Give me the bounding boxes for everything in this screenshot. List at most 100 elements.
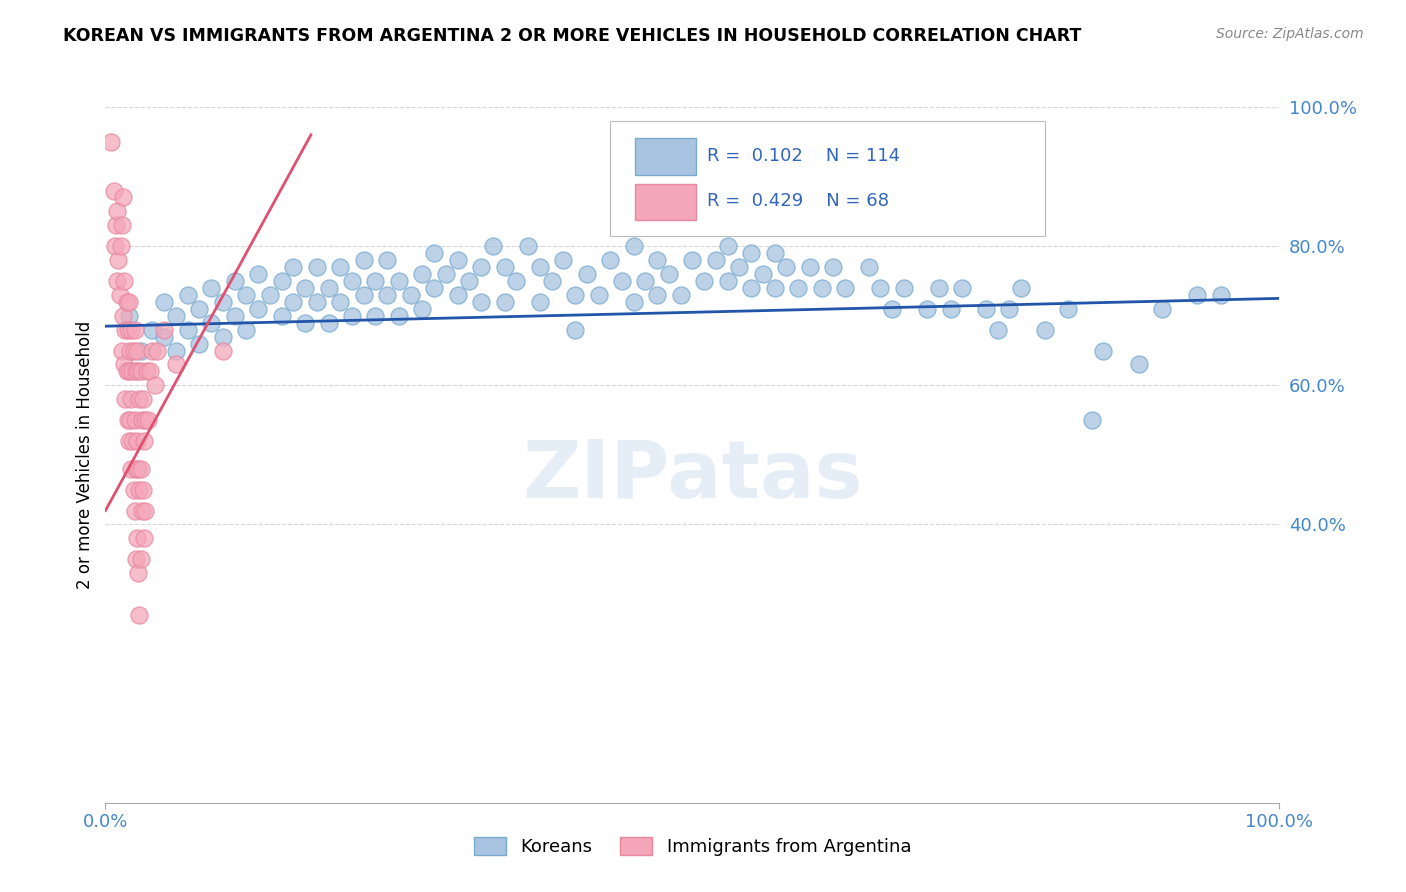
Point xyxy=(294,281,316,295)
Point xyxy=(128,392,150,407)
Point xyxy=(127,566,149,581)
Point xyxy=(118,364,141,378)
Point xyxy=(1010,281,1032,295)
Point xyxy=(880,301,903,316)
Point xyxy=(375,253,398,268)
Point xyxy=(118,434,141,448)
Point xyxy=(105,204,128,219)
Point xyxy=(188,336,211,351)
Point xyxy=(717,274,740,288)
Point xyxy=(211,294,233,309)
Point xyxy=(120,323,142,337)
Point xyxy=(353,253,375,268)
Point xyxy=(112,274,135,288)
Point xyxy=(388,274,411,288)
Point xyxy=(141,343,163,358)
Point xyxy=(153,323,176,337)
Point xyxy=(283,294,305,309)
Point xyxy=(143,378,166,392)
Point xyxy=(235,323,257,337)
Point xyxy=(134,532,156,546)
Point xyxy=(188,301,211,316)
Point xyxy=(987,323,1010,337)
Point xyxy=(136,413,159,427)
Point xyxy=(115,364,138,378)
Point xyxy=(125,462,148,476)
Point xyxy=(787,281,810,295)
Point xyxy=(176,323,198,337)
Point xyxy=(682,253,704,268)
Point xyxy=(364,274,387,288)
Point xyxy=(128,607,150,622)
FancyBboxPatch shape xyxy=(636,138,696,175)
Point xyxy=(610,274,633,288)
Point xyxy=(128,483,150,497)
Point xyxy=(105,219,128,233)
Point xyxy=(165,343,187,358)
Y-axis label: 2 or more Vehicles in Household: 2 or more Vehicles in Household xyxy=(76,321,94,589)
Point xyxy=(129,343,152,358)
Point xyxy=(799,260,821,274)
Point xyxy=(858,260,880,274)
Point xyxy=(134,413,156,427)
Point xyxy=(118,309,141,323)
Point xyxy=(200,281,222,295)
Point xyxy=(104,239,127,253)
Point xyxy=(470,294,492,309)
Point xyxy=(294,316,316,330)
Point xyxy=(682,204,704,219)
Point xyxy=(740,281,762,295)
Point xyxy=(553,253,575,268)
Point xyxy=(129,462,152,476)
Point xyxy=(752,267,775,281)
Point xyxy=(669,288,692,302)
Point xyxy=(114,323,136,337)
Point xyxy=(364,309,387,323)
Point xyxy=(110,239,132,253)
Point xyxy=(131,413,153,427)
Text: ZIPatas: ZIPatas xyxy=(522,437,863,515)
Point xyxy=(124,503,146,517)
Point xyxy=(423,246,446,260)
Point xyxy=(810,281,832,295)
Point xyxy=(121,434,143,448)
Point xyxy=(127,364,149,378)
Point xyxy=(235,288,257,302)
Point xyxy=(482,239,505,253)
Point xyxy=(1057,301,1080,316)
Point xyxy=(103,184,125,198)
Point xyxy=(599,253,621,268)
Point xyxy=(127,462,149,476)
Point xyxy=(494,294,516,309)
Point xyxy=(434,267,457,281)
Point xyxy=(129,364,152,378)
FancyBboxPatch shape xyxy=(636,184,696,219)
Point xyxy=(120,392,142,407)
Point xyxy=(120,343,142,358)
Point xyxy=(124,323,146,337)
Point xyxy=(247,267,270,281)
Point xyxy=(540,274,562,288)
Point xyxy=(1033,323,1056,337)
Point xyxy=(146,343,169,358)
Point xyxy=(939,301,962,316)
Point xyxy=(117,413,139,427)
Point xyxy=(1080,413,1102,427)
Point xyxy=(775,260,797,274)
Point xyxy=(105,274,128,288)
Point xyxy=(375,288,398,302)
Point xyxy=(763,281,786,295)
Point xyxy=(153,329,176,343)
Point xyxy=(1150,301,1173,316)
Point xyxy=(470,260,492,274)
Point xyxy=(165,309,187,323)
Point xyxy=(517,239,540,253)
Point xyxy=(458,274,481,288)
Point xyxy=(111,219,134,233)
Point xyxy=(564,323,586,337)
Point xyxy=(127,532,149,546)
Point xyxy=(305,294,328,309)
Point xyxy=(763,246,786,260)
Point xyxy=(588,288,610,302)
Point xyxy=(704,253,727,268)
